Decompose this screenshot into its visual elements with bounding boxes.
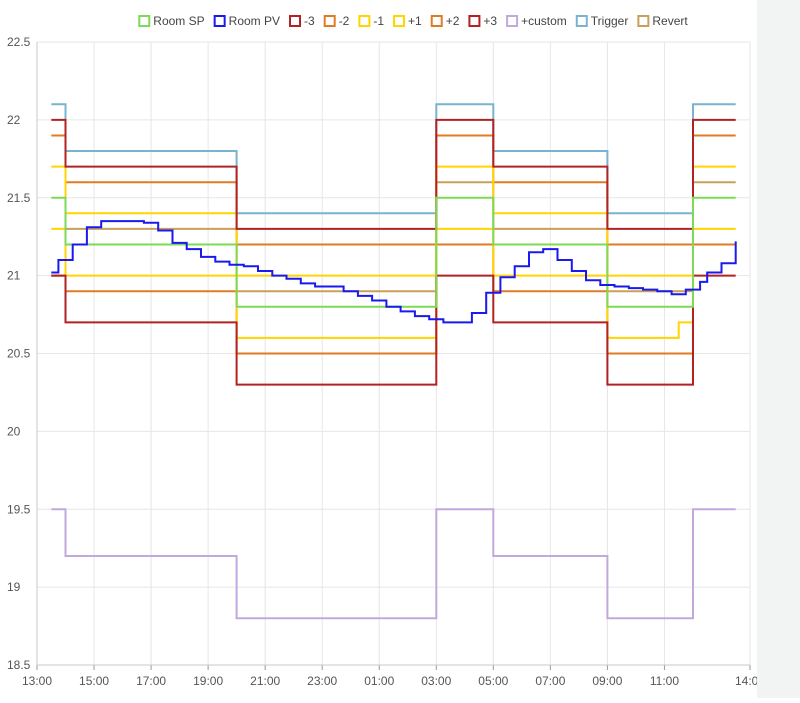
legend-label: +1 [408,14,422,28]
series-line-minus1 [51,227,736,339]
legend-swatch [289,15,302,27]
legend-label: Trigger [591,14,629,28]
x-tick-label: 13:00 [22,674,52,688]
right-gutter [757,0,800,698]
legend-item-trigger[interactable]: Trigger [575,14,629,28]
x-tick-label: 17:00 [136,674,166,688]
x-tick-label: 14:00 [735,674,757,688]
x-tick-label: 07:00 [535,674,565,688]
series-line-minus3 [51,274,736,386]
y-tick-label: 19.5 [7,502,31,516]
series-line-plus2 [51,134,736,246]
legend-item-plus1[interactable]: +1 [393,14,422,28]
y-tick-label: 22 [7,113,21,127]
legend-label: +custom [521,14,567,28]
legend-swatch [213,15,226,27]
legend-item-plus2[interactable]: +2 [430,14,460,28]
x-tick-label: 15:00 [79,674,109,688]
series-line-trigger [51,103,736,215]
legend-label: -3 [304,14,315,28]
legend-label: Revert [652,14,688,28]
y-tick-label: 19 [7,580,21,594]
series-line-pluscustom [51,508,736,620]
x-tick-label: 09:00 [592,674,622,688]
legend-item-room-sp[interactable]: Room SP [138,14,205,28]
legend-swatch [323,15,336,27]
legend-swatch [393,15,406,27]
legend-label: +2 [446,14,460,28]
x-tick-label: 01:00 [364,674,394,688]
legend-swatch [468,15,481,27]
legend-item-room-pv[interactable]: Room PV [213,14,280,28]
y-tick-label: 21.5 [7,191,31,205]
legend-item-minus2[interactable]: -2 [323,14,350,28]
legend-item-pluscustom[interactable]: +custom [506,14,567,28]
y-tick-label: 20.5 [7,347,31,361]
series-lines [51,103,737,620]
legend-label: Room SP [153,14,204,28]
legend-label: -2 [339,14,350,28]
legend-label: +3 [483,14,497,28]
legend-item-minus3[interactable]: -3 [289,14,315,28]
y-tick-label: 20 [7,424,21,438]
legend-item-plus3[interactable]: +3 [468,14,497,28]
axes: 18.5 19 19.5 20 20.5 21 21.5 22 22.5 13:00 15:00 17… [7,35,765,688]
series-line-plus1 [51,165,736,277]
legend-item-minus1[interactable]: -1 [358,14,384,28]
legend-label: Room PV [229,14,280,28]
chart-container: 18.5 19 19.5 20 20.5 21 21.5 22 22.5 13:00 15:00 17… [7,14,766,688]
y-tick-label: 22.5 [7,35,31,49]
series-line-room-pv [51,220,737,324]
step-line-chart: 18.5 19 19.5 20 20.5 21 21.5 22 22.5 13:00 15:00 17… [7,14,765,688]
legend-swatch [637,15,650,27]
x-tick-label: 05:00 [478,674,508,688]
legend: Room SP Room PV -3 -2 -1 +1 +2 +3 +custom Trigger… [138,14,688,28]
legend-swatch [575,15,588,27]
y-tick-label: 21 [7,269,21,283]
legend-swatch [358,15,371,27]
x-tick-label: 11:00 [650,674,679,688]
y-tick-label: 18.5 [7,658,31,672]
series-line-minus2 [51,243,736,355]
series-line-plus3 [51,118,736,230]
legend-swatch [138,15,151,27]
legend-label: -1 [373,14,384,28]
x-tick-label: 21:00 [250,674,280,688]
x-tick-label: 03:00 [421,674,451,688]
x-tick-label: 23:00 [307,674,337,688]
legend-swatch [430,15,443,27]
legend-swatch [506,15,519,27]
series-line-room-sp [51,196,736,308]
x-tick-label: 19:00 [193,674,223,688]
legend-item-revert[interactable]: Revert [637,14,688,28]
series-line-revert [51,181,736,293]
